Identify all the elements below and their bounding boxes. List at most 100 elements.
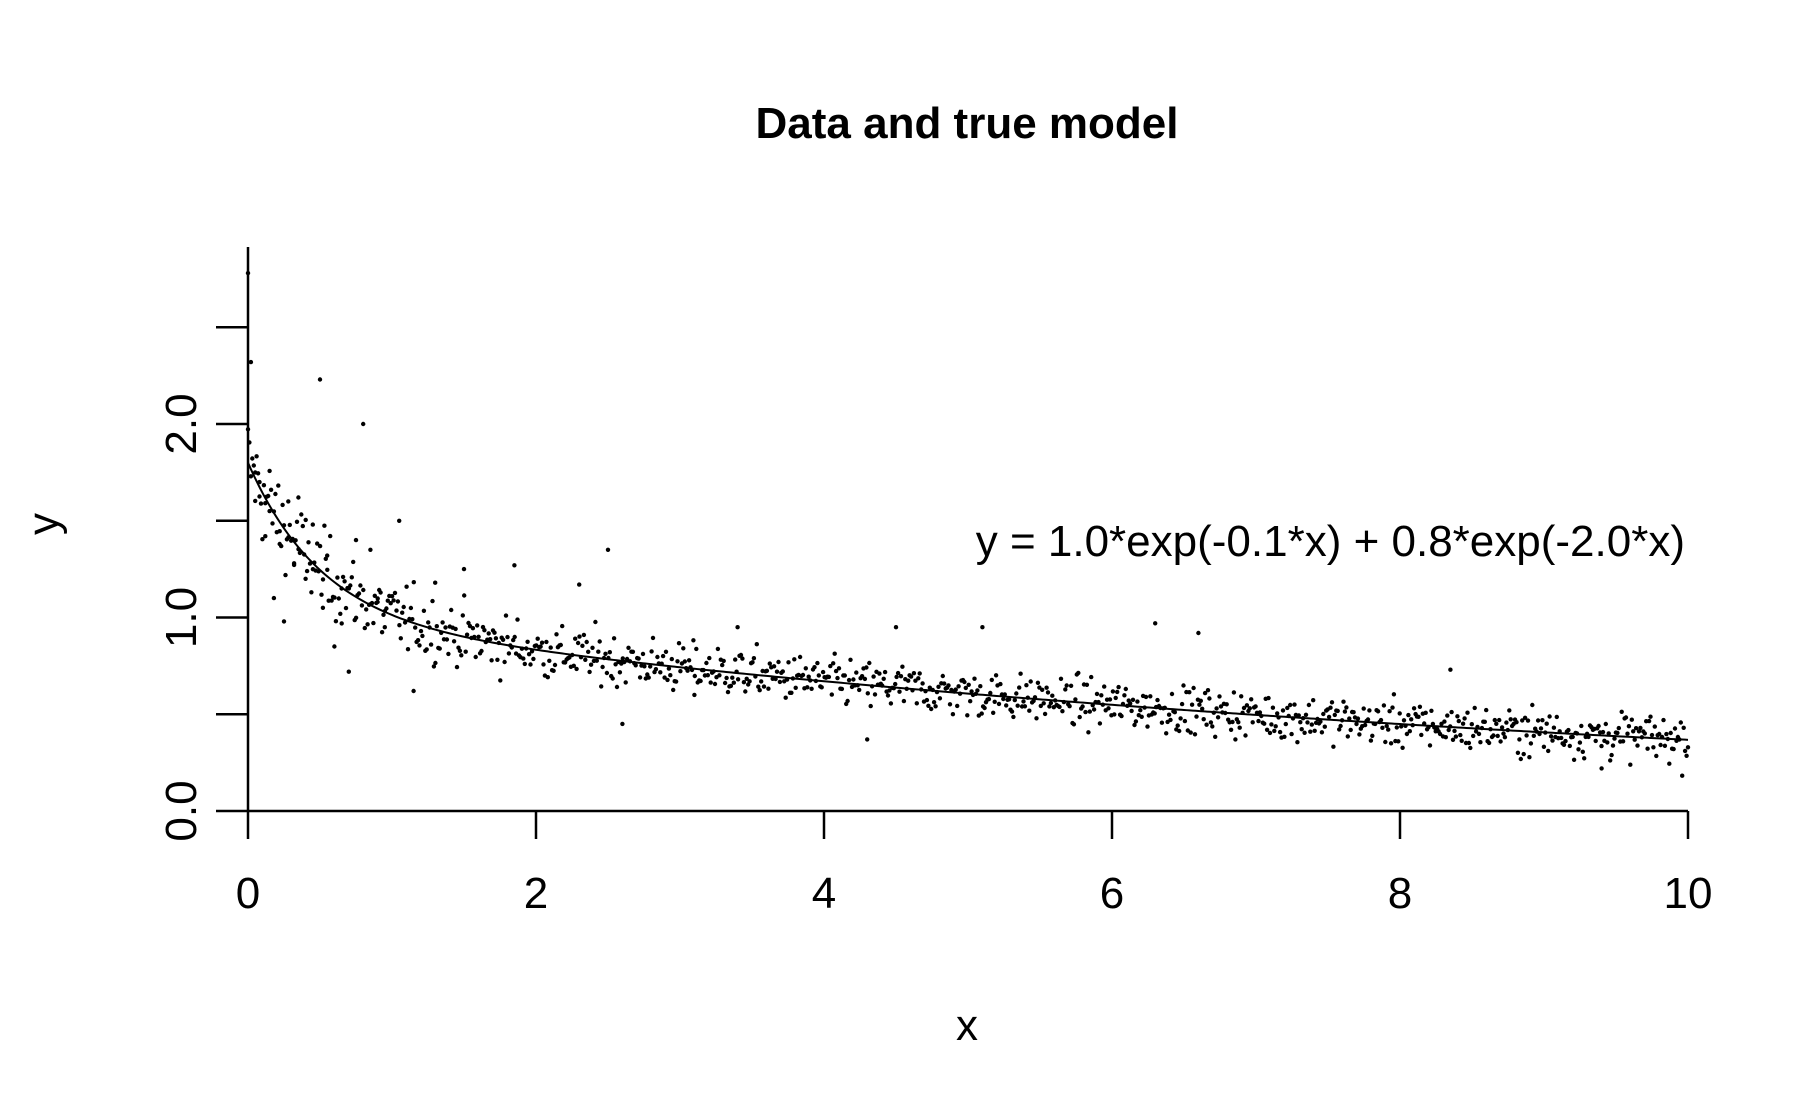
data-point — [1038, 703, 1044, 709]
data-point — [1528, 741, 1534, 746]
data-point — [1649, 732, 1655, 738]
data-point — [1524, 733, 1529, 738]
data-point — [956, 684, 961, 689]
data-point — [1073, 697, 1078, 702]
data-point — [819, 685, 824, 690]
data-point — [857, 687, 862, 693]
data-point — [611, 636, 617, 641]
data-point — [1345, 734, 1351, 739]
data-point — [1076, 670, 1081, 676]
data-point — [936, 684, 941, 689]
data-point — [473, 654, 478, 660]
data-point — [1159, 720, 1165, 725]
data-point — [1189, 702, 1195, 707]
data-point — [303, 517, 308, 523]
data-point — [1384, 723, 1389, 729]
data-point — [353, 537, 359, 543]
data-point — [353, 615, 359, 620]
data-point — [968, 699, 973, 704]
data-point — [276, 483, 281, 488]
data-point — [460, 613, 465, 618]
data-point — [273, 491, 278, 497]
data-point — [1672, 726, 1678, 731]
data-point — [1249, 697, 1254, 702]
data-point — [969, 689, 974, 694]
data-point — [757, 688, 762, 693]
data-point — [1446, 727, 1451, 733]
data-point — [1351, 710, 1356, 715]
data-point — [525, 639, 530, 644]
data-point — [526, 652, 532, 657]
data-point — [620, 721, 625, 727]
data-point — [766, 686, 771, 691]
data-point — [1450, 737, 1456, 742]
data-point — [731, 680, 736, 685]
data-point — [1609, 752, 1614, 758]
data-point — [1015, 703, 1020, 708]
data-point — [1192, 732, 1198, 737]
data-point — [1057, 704, 1062, 710]
data-point — [263, 501, 268, 506]
data-point — [1471, 733, 1476, 739]
data-point — [444, 637, 450, 642]
data-point — [587, 669, 592, 675]
data-point — [280, 502, 285, 508]
data-point — [1476, 731, 1482, 737]
data-point — [1635, 743, 1640, 748]
data-point — [1012, 697, 1017, 703]
data-point — [512, 634, 517, 640]
data-point — [1657, 731, 1662, 737]
data-point — [793, 685, 798, 690]
data-point — [759, 679, 764, 684]
data-point — [253, 470, 258, 475]
data-point — [1355, 716, 1361, 721]
data-point — [741, 680, 747, 685]
data-point — [681, 646, 686, 651]
data-point — [721, 658, 726, 664]
data-point — [931, 700, 937, 705]
data-point — [1462, 716, 1467, 721]
data-point — [623, 680, 628, 685]
data-point — [1567, 743, 1573, 749]
data-point — [877, 671, 882, 676]
data-point — [1375, 709, 1381, 714]
data-point — [1050, 693, 1055, 698]
data-point — [397, 623, 402, 628]
data-point — [1024, 683, 1029, 688]
data-point — [1606, 731, 1611, 736]
data-point — [1237, 725, 1242, 730]
data-point — [1087, 709, 1093, 714]
data-point — [1380, 725, 1385, 730]
data-point — [648, 664, 653, 669]
data-point — [1367, 708, 1372, 713]
data-point — [1548, 734, 1554, 739]
data-point — [417, 643, 422, 648]
data-point — [428, 642, 434, 647]
data-point — [1022, 704, 1028, 709]
data-point — [254, 454, 259, 459]
data-point — [1058, 676, 1064, 681]
data-point — [1239, 694, 1244, 699]
data-point — [1442, 719, 1447, 724]
data-point — [946, 683, 951, 688]
data-point — [845, 698, 850, 704]
data-point — [1034, 716, 1039, 721]
data-point — [476, 634, 481, 639]
data-point — [735, 625, 740, 630]
data-point — [914, 701, 919, 706]
data-point — [1306, 702, 1312, 708]
data-point — [394, 608, 399, 613]
data-point — [1269, 722, 1274, 727]
data-point — [1605, 740, 1610, 745]
data-point — [747, 679, 752, 684]
data-point — [1071, 722, 1077, 727]
data-point — [381, 612, 386, 617]
data-point — [1515, 750, 1521, 755]
data-point — [1205, 688, 1211, 693]
data-point — [498, 678, 503, 683]
data-point — [1642, 731, 1648, 736]
data-point — [1551, 725, 1557, 730]
data-point — [541, 662, 546, 667]
data-point — [405, 647, 411, 652]
data-point — [835, 675, 840, 681]
